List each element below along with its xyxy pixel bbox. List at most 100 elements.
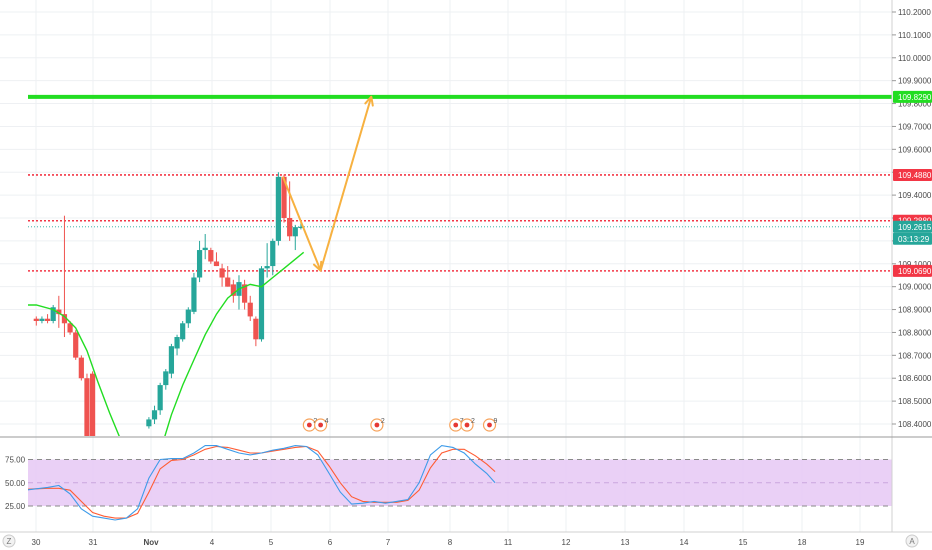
event-count: 4 [325, 418, 329, 425]
price-tick-label: 110.2000 [898, 8, 931, 17]
price-label-box [893, 264, 932, 277]
time-tick-label: 12 [562, 538, 571, 547]
candlesticks [33, 172, 304, 436]
event-count: 2 [381, 418, 385, 425]
time-tick-label: 13 [621, 538, 630, 547]
time-tick-label: 15 [739, 538, 748, 547]
price-tick-label: 108.4000 [898, 420, 932, 429]
horizontal-levels[interactable] [28, 94, 892, 272]
candle-body [180, 323, 186, 340]
event-dot [487, 422, 492, 428]
candle-body [168, 346, 175, 374]
time-tick-label: Nov [143, 538, 159, 547]
event-count: 9 [494, 418, 498, 425]
candle-body [213, 261, 220, 267]
moving-average-path [28, 251, 305, 436]
candle-body [292, 227, 298, 237]
candle-body [151, 410, 158, 420]
auto-scale-label: A [909, 537, 915, 546]
price-label-box [893, 90, 932, 103]
stochastic-lines [28, 445, 496, 521]
price-tick-label: 108.5000 [898, 397, 932, 406]
candle-body [67, 323, 73, 333]
time-tick-label: 11 [504, 538, 513, 547]
price-label-box [893, 220, 932, 233]
time-tick-label: 31 [89, 538, 98, 547]
candle-body [298, 226, 304, 229]
arrow-head-up [364, 95, 374, 107]
time-tick-label: 18 [798, 538, 807, 547]
moving-average-line [28, 251, 305, 436]
candle-body [270, 240, 276, 267]
stoch-k-line [28, 445, 496, 521]
arrow-head-down [313, 260, 323, 272]
candle-body [39, 318, 45, 321]
price-tick-label: 108.7000 [898, 351, 932, 360]
time-tick-label: 7 [386, 538, 391, 547]
price-tick-label: 108.6000 [898, 374, 932, 383]
candle-body [157, 385, 163, 411]
candle-body [196, 250, 203, 278]
candle-body [258, 268, 265, 340]
price-label-text: 109.8290 [898, 93, 932, 102]
price-label-text: 109.4880 [898, 171, 932, 180]
stoch-tick-label: 50.00 [5, 479, 26, 488]
candle-body [219, 268, 225, 278]
event-markers[interactable]: 242729 [302, 418, 498, 432]
price-label-text: 03:13:29 [898, 235, 930, 244]
candle-body [287, 218, 293, 237]
time-tick-label: 8 [448, 538, 453, 547]
price-tick-label: 108.8000 [898, 328, 932, 337]
event-dot [374, 422, 380, 428]
price-label-box [893, 232, 932, 245]
price-tick-label: 109.8000 [898, 100, 932, 109]
time-tick-label: 6 [328, 538, 333, 547]
candle-body [84, 378, 90, 436]
time-tick-label: 19 [856, 538, 865, 547]
candle-body [163, 371, 169, 386]
corner-right[interactable]: A [905, 534, 919, 548]
price-label-text: 109.2615 [898, 223, 932, 232]
candle-body [33, 318, 39, 321]
time-tick-label: 4 [210, 538, 215, 547]
price-tick-label: 109.9000 [898, 77, 932, 86]
candle-body [146, 419, 152, 427]
candle-body [56, 309, 62, 315]
candle-body [230, 284, 236, 296]
candle-body [90, 373, 96, 436]
chart-grid [0, 0, 892, 532]
price-tick-label: 110.1000 [898, 31, 931, 40]
stoch-tick-label: 25.00 [5, 502, 26, 511]
price-labels: 109.8290109.4880109.2880109.261503:13:29… [893, 90, 932, 277]
candle-body [281, 176, 287, 218]
price-tick-label: 108.9000 [898, 306, 932, 315]
candle-body [50, 307, 56, 321]
event-dot [464, 422, 470, 428]
candle-body [253, 318, 259, 340]
corner-left[interactable]: Z [2, 534, 16, 548]
stochastic-axis: 75.00 50.00 25.00 [5, 456, 26, 512]
price-tick-label: 109.0000 [898, 283, 932, 292]
time-tick-label: 5 [269, 538, 274, 547]
candle-body [242, 284, 248, 303]
stochastic-band [28, 459, 892, 507]
stoch-tick-label: 75.00 [5, 456, 26, 465]
candle-body [202, 247, 208, 251]
price-label-box [893, 168, 932, 181]
time-tick-label: 14 [680, 538, 689, 547]
price-tick-label: 109.6000 [898, 145, 932, 154]
candle-body [264, 266, 270, 269]
event-count: 2 [471, 418, 475, 425]
event-dot [318, 422, 324, 428]
candle-body [208, 250, 214, 262]
price-tick-label: 110.0000 [898, 54, 931, 63]
candle-body [73, 332, 79, 358]
candle-body [44, 318, 51, 321]
event-dot [306, 422, 312, 428]
time-axis[interactable]: 30 31 Nov 4 5 6 7 8 11 12 13 14 15 18 19 [32, 538, 865, 547]
price-tick-label: 109.4000 [898, 191, 932, 200]
price-label-text: 109.0690 [898, 267, 932, 276]
projection-arrow[interactable] [281, 95, 374, 272]
time-tick-label: 30 [32, 538, 41, 547]
